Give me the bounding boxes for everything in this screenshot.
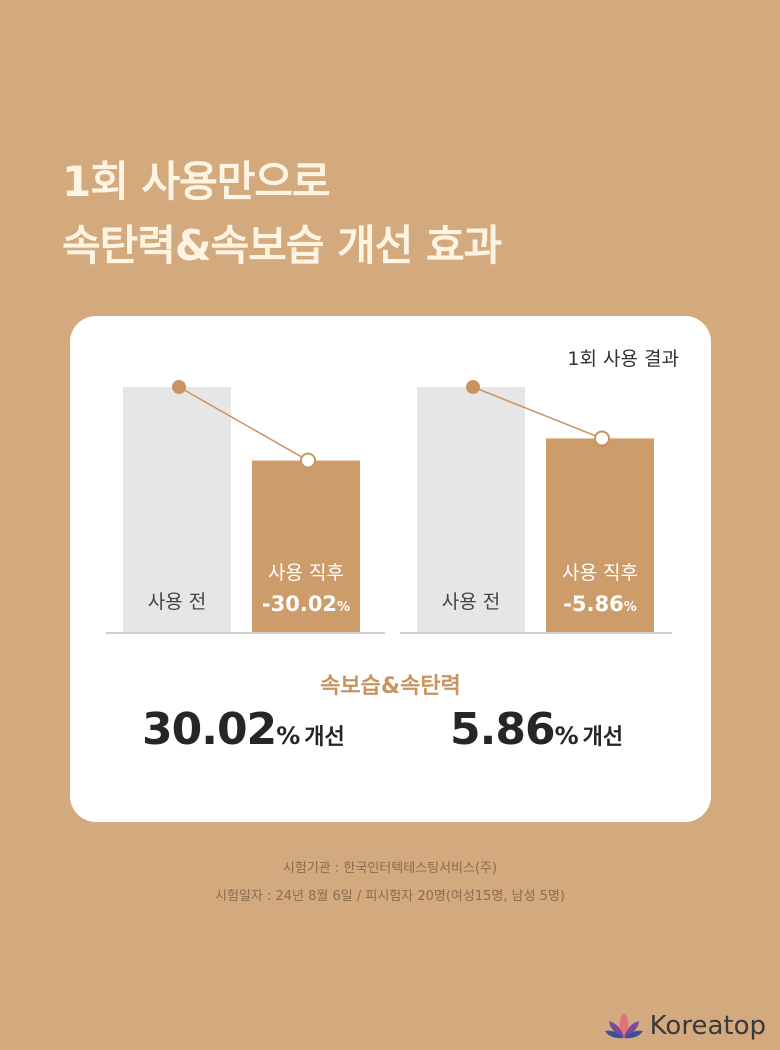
improvement-1-value: 30.02	[142, 704, 277, 755]
improvement-2-word: 개선	[582, 725, 624, 750]
chart-1-label-before: 사용 전	[148, 591, 206, 613]
improvement-2-unit: %	[554, 722, 579, 750]
metric-label: 속보습&속탄력	[320, 674, 461, 699]
chart-1-point-before	[172, 380, 186, 394]
headline: 1회 사용만으로 속탄력&속보습 개선 효과	[62, 150, 502, 278]
lotus-icon	[604, 1013, 643, 1039]
improvement-1-word: 개선	[304, 725, 345, 750]
chart-1-trend-line	[178, 386, 309, 462]
chart-2-label-before: 사용 전	[442, 591, 500, 613]
chart-2-bar-after	[546, 438, 654, 632]
chart-1-change-label: -30.02%	[262, 592, 350, 616]
chart-2-bar-before	[417, 387, 525, 632]
chart-1-label-after: 사용 직후	[268, 562, 344, 584]
brand-name: Koreatop	[649, 1011, 766, 1041]
footer-test-institution: 시험기관 : 한국인터텍테스팅서비스(주)	[282, 861, 498, 876]
chart-1-bar-after	[252, 460, 360, 632]
chart-2-point-before	[466, 380, 480, 394]
footer-test-details: 시험일자 : 24년 8월 6일 / 피시험자 20명(여성15명, 남성 5명…	[215, 889, 565, 904]
chart-2-change-label: -5.86%	[563, 592, 637, 616]
improvement-2: 5.86% 개선	[450, 704, 623, 755]
headline-line-2: 속탄력&속보습 개선 효과	[62, 221, 502, 270]
chart-1-point-after	[300, 452, 316, 469]
chart-2-trend-line	[472, 386, 603, 440]
brand-logo: Koreatop	[604, 1008, 766, 1044]
chart-2-point-after	[594, 430, 610, 447]
comparison-charts: 사용 전 사용 직후 -30.02% 사용 전 사용 직후 -5.86%	[106, 380, 672, 634]
chart-2-label-after: 사용 직후	[562, 562, 638, 584]
improvement-1: 30.02% 개선	[142, 704, 345, 755]
headline-line-1: 1회 사용만으로	[62, 157, 331, 206]
improvement-2-value: 5.86	[450, 704, 556, 755]
result-caption: 1회 사용 결과	[567, 348, 679, 370]
improvement-1-unit: %	[276, 722, 301, 750]
result-card: 1회 사용 결과 사용 전 사용 직후 -30.02% 사용 전 사용 직후 -5.86%…	[70, 316, 711, 822]
chart-1-bar-before	[123, 387, 231, 632]
